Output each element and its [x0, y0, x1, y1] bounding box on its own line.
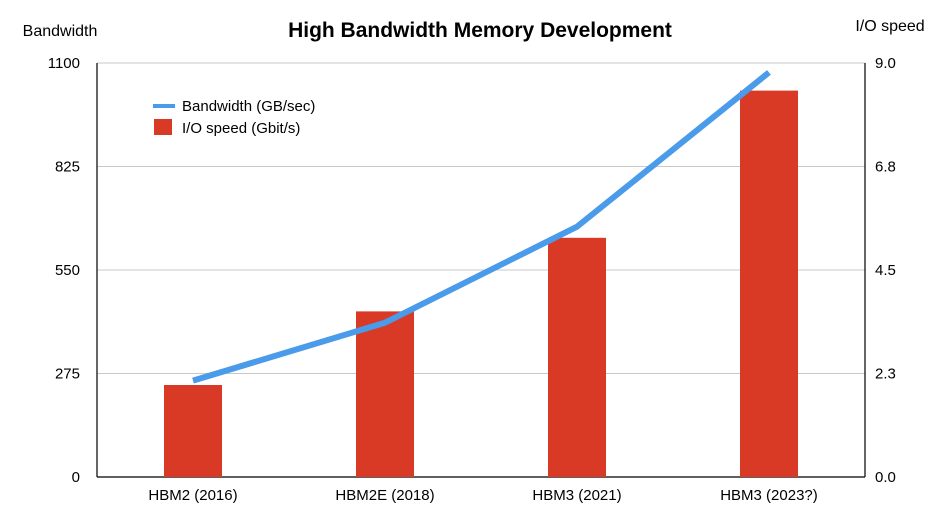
left-tick-label: 275 [55, 366, 80, 383]
chart-title: High Bandwidth Memory Development [288, 19, 672, 42]
x-tick-label: HBM2E (2018) [335, 487, 434, 504]
x-tick-label: HBM2 (2016) [148, 487, 237, 504]
legend-label: I/O speed (Gbit/s) [182, 120, 300, 137]
bar [356, 311, 414, 477]
line-series [192, 70, 771, 384]
left-tick-label: 550 [55, 262, 80, 279]
grid [96, 62, 866, 478]
bar-series [164, 90, 798, 477]
left-tick-label: 825 [55, 159, 80, 176]
bar [548, 237, 606, 477]
left-axis-label: Bandwidth [23, 23, 98, 40]
bandwidth-line [192, 70, 771, 384]
legend-bar-swatch [154, 119, 172, 135]
legend: Bandwidth (GB/sec) I/O speed (Gbit/s) [153, 98, 315, 137]
tick-labels: 0 0.0 275 2.3 550 4.5 825 6.8 1100 9.0 HBM2 (2016)… [48, 55, 896, 504]
bar [740, 90, 798, 477]
right-tick-label: 4.5 [875, 262, 896, 279]
right-tick-label: 9.0 [875, 55, 896, 72]
right-tick-label: 6.8 [875, 159, 896, 176]
left-tick-label: 1100 [48, 55, 80, 72]
legend-label: Bandwidth (GB/sec) [182, 98, 315, 115]
right-tick-label: 0.0 [875, 469, 896, 486]
right-axis-label: I/O speed [855, 18, 924, 35]
right-tick-label: 2.3 [875, 366, 896, 383]
bar [164, 385, 222, 477]
x-tick-label: HBM3 (2023?) [720, 487, 818, 504]
left-tick-label: 0 [72, 469, 80, 486]
x-tick-label: HBM3 (2021) [532, 487, 621, 504]
